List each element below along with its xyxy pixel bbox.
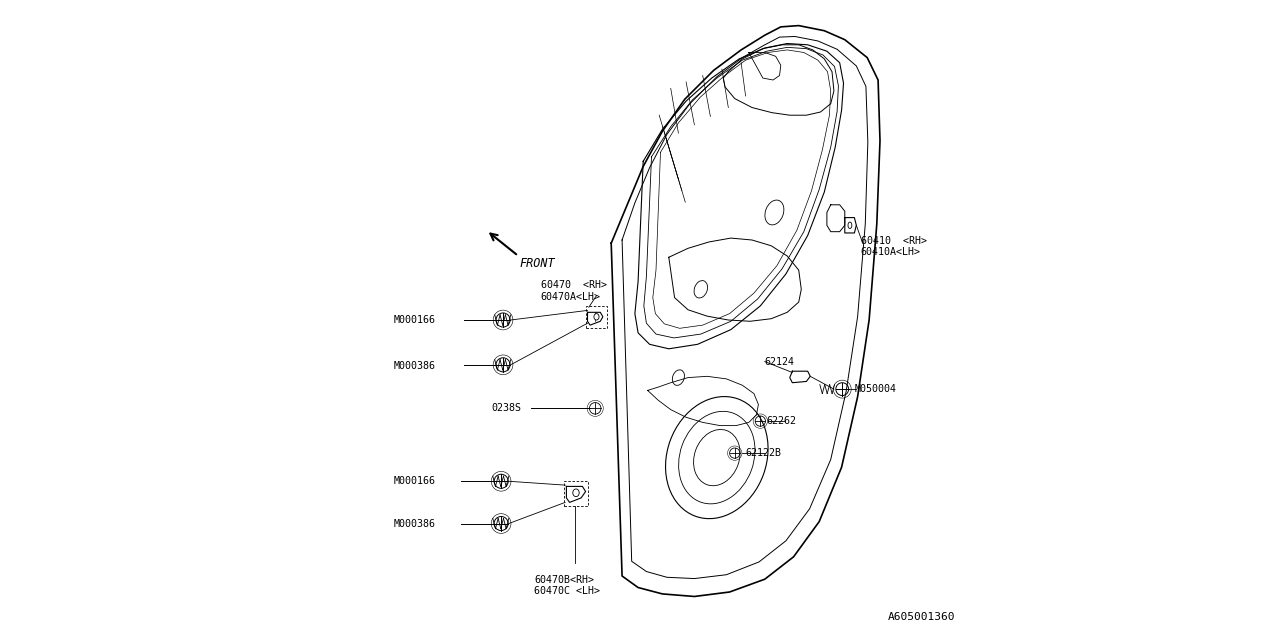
- Text: 62122B: 62122B: [745, 448, 782, 458]
- Text: 62262: 62262: [767, 416, 796, 426]
- Text: 60470B<RH>
60470C <LH>: 60470B<RH> 60470C <LH>: [535, 575, 600, 596]
- Ellipse shape: [849, 222, 852, 228]
- Text: A605001360: A605001360: [887, 612, 955, 622]
- Text: FRONT: FRONT: [520, 257, 556, 270]
- Ellipse shape: [678, 412, 755, 504]
- Text: M000386: M000386: [394, 361, 435, 371]
- Text: 60410  <RH>
60410A<LH>: 60410 <RH> 60410A<LH>: [860, 236, 927, 257]
- Ellipse shape: [573, 489, 580, 497]
- Ellipse shape: [666, 397, 768, 518]
- Ellipse shape: [694, 280, 708, 298]
- Text: 60470  <RH>
60470A<LH>: 60470 <RH> 60470A<LH>: [540, 280, 607, 302]
- Ellipse shape: [765, 200, 783, 225]
- Text: M000166: M000166: [394, 476, 435, 486]
- Ellipse shape: [594, 314, 599, 320]
- Text: M000166: M000166: [394, 315, 435, 325]
- Text: M050004: M050004: [855, 384, 896, 394]
- Text: M000386: M000386: [394, 518, 435, 529]
- Ellipse shape: [672, 370, 685, 385]
- Text: 0238S: 0238S: [492, 403, 521, 413]
- Text: 62124: 62124: [765, 356, 795, 367]
- Ellipse shape: [694, 429, 740, 486]
